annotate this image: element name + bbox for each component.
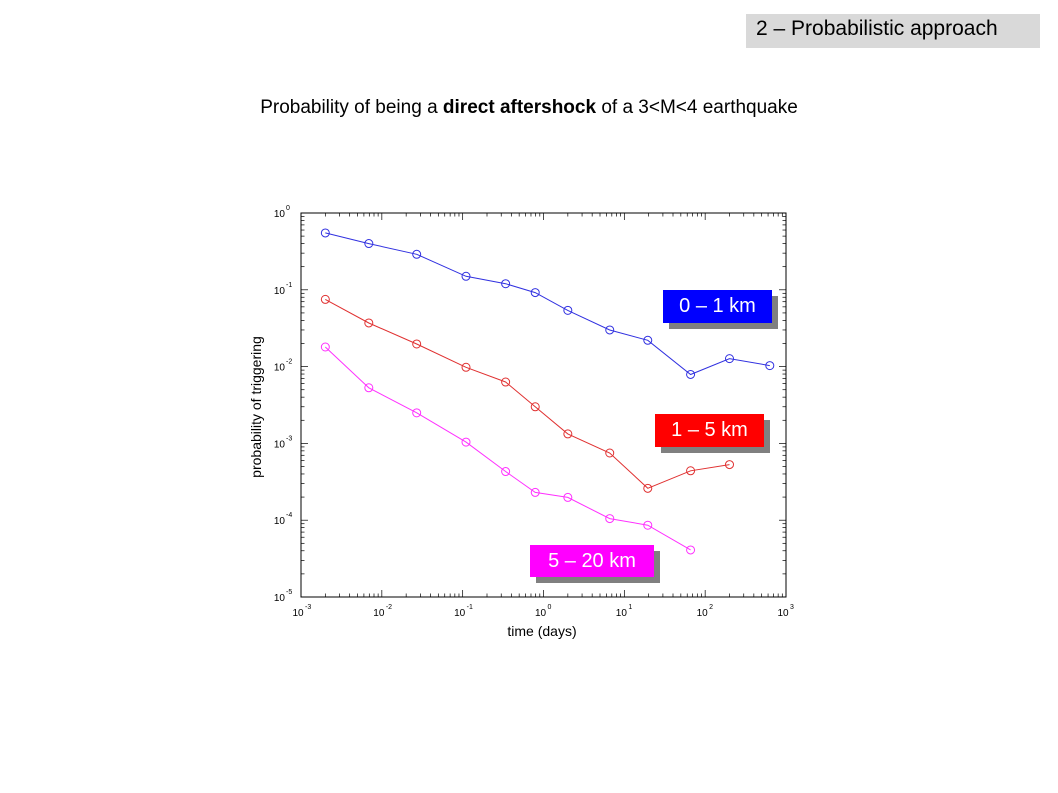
data-point-0-1-km — [563, 305, 573, 315]
y-tick-exponent: -2 — [286, 359, 292, 366]
x-tick-exponent: -2 — [386, 604, 392, 611]
series-label-text: 5 – 20 km — [530, 545, 654, 577]
data-point-0-1-km — [765, 361, 775, 371]
data-point-0-1-km — [364, 239, 374, 249]
data-point-1-5-km — [364, 318, 374, 328]
data-point-0-1-km — [412, 249, 422, 259]
data-point-1-5-km — [724, 460, 734, 470]
x-tick-label: 10 — [535, 608, 547, 619]
data-point-5-20-km — [686, 545, 696, 555]
data-point-1-5-km — [530, 402, 540, 412]
slide-title: Probability of being a direct aftershock… — [0, 97, 1058, 119]
data-point-0-1-km — [501, 279, 511, 289]
series-line-5-20-km — [324, 346, 691, 551]
x-tick-label: 10 — [777, 608, 789, 619]
data-point-0-1-km — [605, 325, 615, 335]
title-emphasis: direct aftershock — [442, 97, 597, 118]
data-point-0-1-km — [724, 354, 734, 364]
data-point-5-20-km — [605, 514, 615, 524]
y-tick-label: 10 — [274, 363, 286, 374]
series-label-5-20-km: 5 – 20 km — [530, 545, 660, 583]
data-point-5-20-km — [501, 467, 511, 477]
y-tick-label: 10 — [274, 516, 286, 527]
x-tick-label: 10 — [454, 608, 466, 619]
series-label-text: 0 – 1 km — [663, 290, 772, 323]
series-label-1-5-km: 1 – 5 km — [655, 414, 770, 453]
series-label-0-1-km: 0 – 1 km — [663, 290, 778, 329]
x-tick-exponent: 1 — [628, 604, 632, 611]
y-axis-label: probability of triggering — [248, 336, 264, 478]
y-tick-label: 10 — [274, 286, 286, 297]
series-line-0-1-km — [325, 232, 770, 376]
y-tick-exponent: 0 — [286, 205, 290, 212]
data-point-1-5-km — [501, 377, 511, 387]
data-point-1-5-km — [563, 429, 573, 439]
data-point-5-20-km — [320, 342, 330, 352]
series-line-1-5-km — [325, 298, 730, 489]
x-tick-exponent: -1 — [467, 604, 473, 611]
data-point-0-1-km — [320, 228, 330, 238]
y-tick-label: 10 — [274, 209, 286, 220]
data-point-5-20-km — [530, 487, 540, 497]
y-tick-exponent: -3 — [286, 435, 292, 442]
y-tick-exponent: -4 — [286, 512, 292, 519]
x-tick-label: 10 — [697, 608, 709, 619]
data-point-5-20-km — [643, 520, 653, 530]
x-tick-exponent: 3 — [790, 604, 794, 611]
x-tick-exponent: 2 — [709, 604, 713, 611]
title-prefix: Probability of being a — [260, 97, 443, 118]
data-point-0-1-km — [461, 271, 471, 281]
section-tab-label: 2 – Probabilistic approach — [756, 17, 998, 40]
section-tab: 2 – Probabilistic approach — [746, 14, 1040, 48]
series-label-text: 1 – 5 km — [655, 414, 764, 447]
axes: 10-310-210-110010110210310010-110-210-31… — [274, 205, 794, 619]
x-axis-label: time (days) — [507, 623, 576, 639]
data-point-1-5-km — [461, 362, 471, 372]
data-point-1-5-km — [412, 339, 422, 349]
data-point-5-20-km — [412, 408, 422, 418]
data-point-1-5-km — [643, 483, 653, 493]
data-point-5-20-km — [364, 383, 374, 393]
data-point-0-1-km — [530, 288, 540, 298]
x-tick-exponent: 0 — [548, 604, 552, 611]
data-point-0-1-km — [686, 369, 696, 379]
plot-frame — [300, 212, 787, 598]
data-point-1-5-km — [686, 466, 696, 476]
data-point-5-20-km — [563, 492, 573, 502]
y-tick-exponent: -1 — [286, 282, 292, 289]
x-tick-label: 10 — [616, 608, 628, 619]
data-point-0-1-km — [643, 335, 653, 345]
x-tick-label: 10 — [292, 608, 304, 619]
x-tick-label: 10 — [373, 608, 385, 619]
series-group — [320, 228, 775, 555]
data-point-5-20-km — [461, 437, 471, 447]
data-point-1-5-km — [605, 448, 615, 458]
y-tick-label: 10 — [274, 439, 286, 450]
x-tick-exponent: -3 — [305, 604, 311, 611]
y-tick-label: 10 — [274, 593, 286, 604]
title-suffix: of a 3<M<4 earthquake — [596, 97, 798, 118]
y-tick-exponent: -5 — [286, 589, 292, 596]
data-point-1-5-km — [320, 294, 330, 304]
